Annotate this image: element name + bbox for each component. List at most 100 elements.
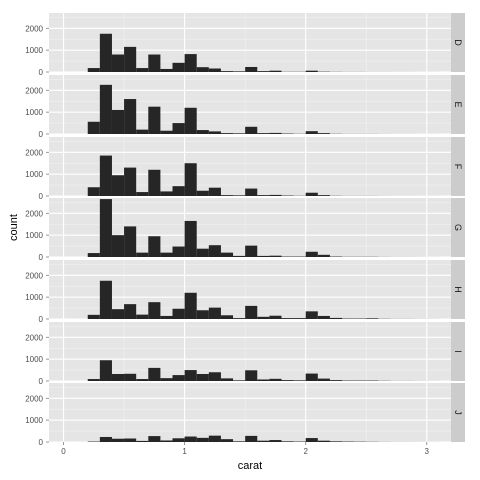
histogram-bar	[233, 441, 246, 442]
histogram-bar	[317, 195, 330, 196]
histogram-bar	[281, 318, 294, 319]
facet-strip	[451, 137, 465, 196]
histogram-bar	[99, 280, 112, 319]
histogram-bar	[220, 439, 234, 442]
histogram-bar	[317, 133, 330, 134]
histogram-bar	[317, 440, 330, 442]
histogram-bar	[305, 131, 318, 134]
histogram-bar	[233, 318, 246, 319]
histogram-bar	[245, 435, 258, 442]
histogram-bar	[136, 252, 149, 257]
y-tick-label: 2000	[25, 333, 43, 342]
facet-strip-label: J	[453, 410, 463, 415]
histogram-bar	[208, 245, 221, 257]
y-tick-label: 1000	[25, 170, 43, 179]
histogram-bar	[99, 199, 112, 257]
facet-panel-g: 0 1000 2000 G	[25, 198, 465, 262]
histogram-bar	[172, 375, 185, 381]
histogram-bar	[184, 107, 197, 134]
histogram-bar	[172, 308, 185, 319]
y-tick-label: 2000	[25, 394, 43, 403]
histogram-bar	[317, 315, 330, 319]
histogram-bar	[305, 311, 318, 319]
y-tick-label: 1000	[25, 108, 43, 117]
histogram-bar	[172, 62, 185, 72]
histogram-bar	[305, 70, 318, 72]
histogram-bar	[269, 194, 282, 196]
histogram-bar	[233, 195, 246, 196]
histogram-bar	[87, 187, 100, 196]
panel-background	[49, 383, 451, 442]
histogram-bar	[366, 318, 379, 319]
x-tick-label: 3	[425, 447, 430, 456]
histogram-bar	[269, 70, 282, 72]
histogram-bar	[160, 191, 173, 196]
histogram-bar	[208, 372, 221, 381]
histogram-bar	[233, 71, 246, 72]
histogram-bar	[136, 192, 149, 196]
histogram-bar	[269, 315, 282, 319]
histogram-bar	[281, 380, 294, 381]
y-tick-label: 1000	[25, 231, 43, 240]
histogram-bar	[184, 220, 197, 257]
histogram-bar	[99, 360, 112, 381]
histogram-bar	[124, 226, 137, 257]
histogram-bar	[220, 378, 234, 381]
x-tick-label: 2	[303, 447, 308, 456]
histogram-bar	[257, 195, 270, 196]
histogram-bar	[196, 190, 209, 196]
histogram-bar	[148, 302, 161, 319]
histogram-bar	[148, 367, 161, 381]
histogram-bar	[305, 438, 318, 442]
histogram-bar	[329, 441, 343, 442]
histogram-bar	[257, 133, 270, 134]
histogram-bar	[111, 438, 125, 442]
histogram-bar	[111, 175, 125, 196]
histogram-bar	[160, 440, 173, 442]
histogram-bar	[160, 252, 173, 257]
histogram-bar	[124, 373, 137, 381]
histogram-bar	[196, 248, 209, 257]
y-tick-label: 2000	[25, 86, 43, 95]
histogram-bar	[329, 380, 343, 381]
facet-strip	[451, 260, 465, 319]
histogram-bar	[317, 254, 330, 257]
histogram-bar	[196, 374, 209, 381]
y-tick-label: 2000	[25, 209, 43, 218]
histogram-bar	[172, 123, 185, 134]
histogram-bar	[136, 314, 149, 319]
histogram-bar	[111, 309, 125, 319]
y-tick-label: 0	[39, 253, 44, 262]
y-tick-label: 2000	[25, 271, 43, 280]
histogram-bar	[208, 307, 221, 319]
histogram-bar	[99, 84, 112, 134]
facet-strip	[451, 383, 465, 442]
histogram-bar	[196, 310, 209, 319]
histogram-bar	[87, 253, 100, 257]
facet-strip-label: H	[453, 286, 463, 293]
facet-panel-i: 0 1000 2000 I	[25, 322, 465, 386]
facet-strip	[451, 322, 465, 381]
histogram-bar	[269, 132, 282, 134]
facet-strip-label: I	[453, 350, 463, 353]
histogram-bar	[148, 436, 161, 442]
histogram-bar	[87, 121, 100, 134]
histogram-bar	[184, 163, 197, 196]
facet-strip	[451, 13, 465, 72]
histogram-bar	[111, 109, 125, 134]
histogram-bar	[99, 436, 112, 442]
histogram-bar	[136, 379, 149, 381]
histogram-bar	[124, 46, 137, 72]
histogram-bar	[124, 167, 137, 196]
facet-strip	[451, 75, 465, 134]
histogram-bar	[184, 370, 197, 381]
histogram-bar	[208, 68, 221, 72]
y-tick-label: 1000	[25, 355, 43, 364]
histogram-bar	[87, 379, 100, 381]
histogram-bar	[233, 255, 246, 257]
histogram-bar	[172, 438, 185, 442]
histogram-bar	[87, 314, 100, 319]
y-tick-label: 0	[39, 68, 44, 77]
facet-panel-h: 0 1000 2000 H	[25, 260, 465, 324]
